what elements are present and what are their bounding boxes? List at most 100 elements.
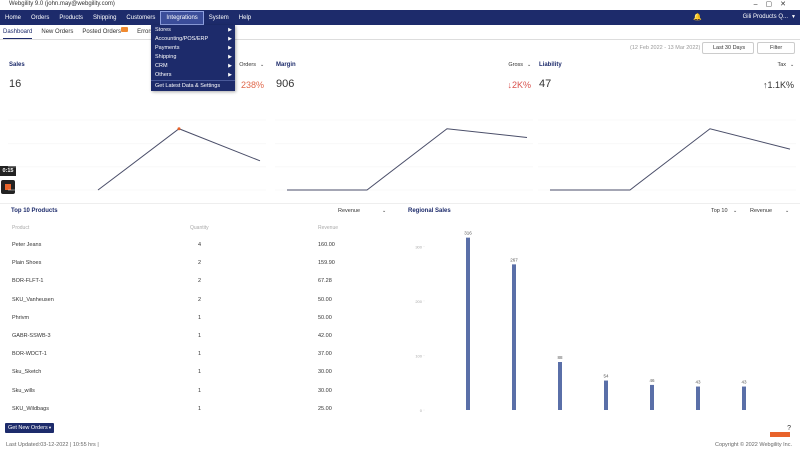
bar <box>696 386 700 410</box>
table-cell: 30.00 <box>318 387 332 394</box>
button-caret: ▼ <box>48 425 52 430</box>
table-cell: Peter Jeans <box>12 242 42 248</box>
submenu-arrow: ▶ <box>228 27 232 33</box>
table-cell: GABR-SSWB-3 <box>12 333 51 339</box>
region-selector[interactable]: Top 10 <box>711 208 728 214</box>
window-controls[interactable]: –▢✕ <box>753 1 794 8</box>
table-cell: 1 <box>198 351 202 358</box>
chart <box>275 119 533 191</box>
bar-label: 88 <box>557 355 563 360</box>
account-caret[interactable]: ▼ <box>791 14 796 20</box>
card-title: Margin <box>276 62 296 68</box>
nav-item[interactable]: System <box>208 14 229 21</box>
nav-item[interactable]: Customers <box>126 14 156 21</box>
menu-item[interactable]: CRM <box>155 63 168 69</box>
selector-caret[interactable]: ⌄ <box>733 208 738 214</box>
bar-label: 267 <box>510 257 518 262</box>
table-cell: 67.28 <box>318 278 332 285</box>
selector-caret[interactable]: ⌄ <box>527 62 532 68</box>
card-selector[interactable]: Gross <box>508 62 523 68</box>
filter-button[interactable]: Filter <box>757 42 795 54</box>
account-menu[interactable]: Gili Products Q... <box>742 14 788 20</box>
bar <box>604 380 608 410</box>
table-cell: 159.90 <box>318 260 335 267</box>
y-tick-label: 0 <box>420 408 423 413</box>
bar-label: 46 <box>649 378 655 383</box>
table-cell: 160.00 <box>318 242 335 248</box>
notification-icon[interactable]: 🔔 <box>693 14 702 21</box>
table-cell: 4 <box>198 242 202 248</box>
get-new-orders-button[interactable]: Get New Orders ▼ <box>5 423 54 433</box>
nav-item[interactable]: Integrations <box>160 10 204 25</box>
copyright: Copyright © 2022 Webgility Inc. <box>714 442 792 448</box>
period-select[interactable]: Last 30 Days <box>702 42 754 54</box>
nav-item[interactable]: Home <box>5 14 22 21</box>
menu-item[interactable]: Payments <box>155 45 180 51</box>
bar <box>558 362 562 410</box>
card-change: 238% <box>240 80 264 90</box>
bar-label: 43 <box>695 380 701 385</box>
card-value: 47 <box>539 78 552 90</box>
bar-label: 54 <box>603 374 609 379</box>
tab[interactable]: New Orders <box>41 29 74 35</box>
table-cell: 2 <box>198 296 202 303</box>
tab[interactable]: Dashboard <box>3 26 33 39</box>
selector-caret[interactable]: ⌄ <box>785 208 790 214</box>
date-range: (12 Feb 2022 - 13 Mar 2022) <box>630 45 701 51</box>
table-cell: BOR-WDCT-1 <box>12 351 47 358</box>
chart: 0 100 200 300 316 267 88 54 46 43 43 <box>415 231 747 413</box>
card-change: ↓2K% <box>507 80 531 90</box>
table-cell: SKU_Wildbags <box>12 405 49 412</box>
chart <box>8 119 266 191</box>
bar <box>650 384 654 410</box>
section-title: Regional Sales <box>408 208 451 214</box>
record-dot <box>5 184 11 190</box>
submenu-arrow: ▶ <box>228 63 232 69</box>
card-selector[interactable]: Tax <box>777 62 786 68</box>
button-label: Get New Orders <box>8 425 48 431</box>
help-icon[interactable]: ? <box>787 425 791 432</box>
selector-caret[interactable]: ⌄ <box>790 62 795 68</box>
nav-item[interactable]: Shipping <box>93 14 117 21</box>
bar <box>742 386 746 410</box>
menu-item[interactable]: Others <box>155 72 172 78</box>
table-cell: BOR-FLFT-1 <box>12 278 44 285</box>
table-cell: Plain Shoes <box>12 260 42 267</box>
tab[interactable]: Posted Orders <box>82 29 122 35</box>
menu-item[interactable]: Stores <box>155 27 171 33</box>
selector-caret[interactable]: ⌄ <box>382 208 387 214</box>
timer: 0:15 <box>0 166 16 176</box>
table-cell: 1 <box>198 405 202 412</box>
nav-item[interactable]: Help <box>238 14 252 21</box>
card-value: 906 <box>276 78 295 90</box>
column-header: Product <box>12 225 30 231</box>
products-selector[interactable]: Revenue <box>338 208 361 214</box>
table-cell: 2 <box>198 260 202 267</box>
table-cell: 25.00 <box>318 405 332 412</box>
last-updated: Last Updated:03-12-2022 | 10:55 hrs | <box>6 442 99 448</box>
tab[interactable]: Errors <box>137 29 154 35</box>
tab-badge <box>121 26 129 32</box>
table-cell: 1 <box>198 333 202 339</box>
table-cell: 37.00 <box>318 351 332 358</box>
nav-item[interactable]: Orders <box>31 14 50 21</box>
bar <box>466 237 470 410</box>
trend-line <box>287 128 528 191</box>
selector-caret[interactable]: ⌄ <box>260 62 265 68</box>
table-cell: 2 <box>198 278 202 285</box>
table-cell: 42.00 <box>318 333 332 339</box>
menu-item[interactable]: Get Latest Data & Settings <box>155 83 221 89</box>
menu-item[interactable]: Shipping <box>155 54 177 60</box>
card-selector[interactable]: Orders <box>239 62 256 68</box>
integrations-menu: Stores ▶ Accounting/POS/ERP ▶ Payments ▶ Shipp… <box>151 25 235 91</box>
menu-item[interactable]: Accounting/POS/ERP <box>155 36 209 42</box>
y-tick-label: 100 <box>415 353 422 358</box>
nav-item[interactable]: Products <box>59 14 84 21</box>
bar <box>512 264 516 410</box>
tab-bar: Dashboard New Orders Posted Orders Errors <box>0 25 800 40</box>
column-header: Quantity <box>190 225 209 231</box>
nav-bar: Home Orders Products Shipping Customers Integ… <box>0 10 800 25</box>
region-selector[interactable]: Revenue <box>750 208 773 214</box>
card-change: ↑1.1K% <box>762 80 794 90</box>
